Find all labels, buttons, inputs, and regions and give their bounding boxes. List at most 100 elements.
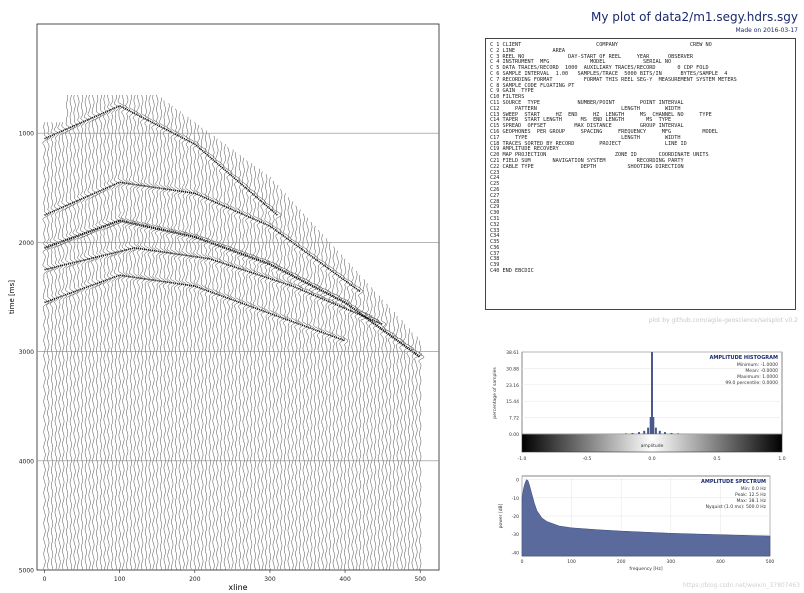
seismic-traces-layer xyxy=(42,94,425,571)
spectrum-stat: Peak: 12.5 Hz xyxy=(735,492,766,498)
seismic-trace xyxy=(260,171,268,570)
seismic-trace xyxy=(264,174,271,570)
x-tick-label: 400 xyxy=(339,576,351,583)
seismic-trace xyxy=(83,94,92,570)
x-axis-label: xline xyxy=(228,583,247,592)
seismic-trace xyxy=(279,189,287,570)
seismic-trace xyxy=(203,130,212,570)
seismic-trace xyxy=(117,94,125,570)
x-axis-label: amplitude xyxy=(641,443,664,449)
seismic-trace xyxy=(256,168,265,570)
seismic-trace xyxy=(399,320,406,570)
seismic-trace xyxy=(211,135,220,570)
seismic-trace xyxy=(418,340,425,571)
histogram-bar xyxy=(677,433,679,434)
histogram-bar xyxy=(647,427,650,434)
x-tick-label: 0.0 xyxy=(648,456,655,462)
watermark-text: https://blog.csdn.net/weixin_37807463 xyxy=(682,582,800,589)
x-tick-label: 300 xyxy=(264,576,276,583)
seismic-trace xyxy=(159,97,166,570)
seismic-trace xyxy=(271,180,280,569)
seismic-trace xyxy=(380,299,387,570)
seismic-trace xyxy=(173,108,182,570)
seismic-trace xyxy=(185,116,192,569)
spectrum-area xyxy=(521,479,771,557)
seismic-trace xyxy=(162,100,171,570)
seismic-trace xyxy=(373,291,380,570)
page-title: My plot of data2/m1.segy.hdrs.sgy xyxy=(591,10,798,24)
seismic-trace xyxy=(139,94,148,570)
seismic-trace xyxy=(410,332,418,570)
seismic-trace xyxy=(282,193,290,570)
y-tick-label: -10 xyxy=(512,496,519,502)
seismic-trace xyxy=(338,254,347,570)
y-tick-label: 38.61 xyxy=(506,350,519,356)
seismic-trace xyxy=(147,94,155,570)
spectrum-stat: Min: 0.0 Hz xyxy=(741,486,767,492)
seismic-trace xyxy=(335,250,342,570)
y-axis-label: power [dB] xyxy=(498,503,504,528)
histogram-stat: Mean: -0.0000 xyxy=(745,368,778,374)
seismic-trace xyxy=(42,122,49,570)
seismic-trace xyxy=(346,262,353,570)
histogram-bar xyxy=(631,432,634,434)
seismic-trace xyxy=(125,94,134,570)
seismic-trace xyxy=(102,94,111,570)
amplitude-colorbar xyxy=(521,433,783,453)
histogram-bar xyxy=(643,430,646,434)
histogram-bar xyxy=(654,427,657,434)
seismic-trace xyxy=(181,114,189,569)
histogram-bar xyxy=(638,432,640,434)
seismic-trace xyxy=(392,311,399,569)
x-axis-label: frequency [Hz] xyxy=(629,566,663,572)
histogram-bar xyxy=(664,432,666,434)
x-tick-label: 200 xyxy=(189,576,201,583)
y-tick-label: 2000 xyxy=(19,240,34,247)
seismic-trace xyxy=(57,122,66,570)
seismic-trace xyxy=(188,119,198,570)
x-tick-label: 200 xyxy=(617,559,626,565)
seismic-trace xyxy=(354,270,362,570)
y-axis-label: percentage of samples xyxy=(492,367,498,419)
seismic-trace xyxy=(79,94,88,570)
seismic-trace xyxy=(49,122,58,570)
seismic-trace xyxy=(87,94,95,570)
x-tick-label: 0 xyxy=(521,559,524,565)
histogram-bar xyxy=(658,430,661,434)
y-tick-label: 7.72 xyxy=(509,416,519,422)
seismic-trace xyxy=(377,295,384,570)
seismic-trace xyxy=(98,94,106,570)
seismic-trace xyxy=(289,201,299,570)
x-tick-label: -1.0 xyxy=(518,456,527,462)
seismic-trace xyxy=(360,279,373,569)
amplitude-histogram-chart: 0.00 7.72 15.44 23.16 30.88 38.61 -1.0 -0.5 0.0 0… xyxy=(492,350,786,462)
seismic-trace xyxy=(132,94,140,570)
seismic-trace xyxy=(316,230,324,570)
spectrum-stat: Nyquist (1.0 ms): 500.0 Hz xyxy=(706,504,767,510)
seismic-trace xyxy=(106,94,115,570)
seismic-trace xyxy=(53,122,62,570)
seismic-trace xyxy=(233,152,242,570)
ebcdic-header-panel: C 1 CLIENT COMPANY CREW NO C 2 LINE AREA… xyxy=(485,38,796,310)
x-tick-label: 300 xyxy=(667,559,676,565)
seismic-trace xyxy=(192,122,200,570)
reflector-event xyxy=(44,181,361,293)
seismic-trace xyxy=(121,94,129,570)
seismic-trace xyxy=(64,94,72,570)
seismic-trace xyxy=(91,94,99,570)
seismic-section-chart: 1000 2000 3000 4000 5000 0 100 200 300 400 500 xli… xyxy=(8,23,440,592)
seismic-trace xyxy=(72,94,79,570)
seismic-trace xyxy=(300,213,310,569)
plot-frame xyxy=(36,23,440,571)
y-axis-label: time [ms] xyxy=(8,280,16,314)
histogram-bar xyxy=(670,432,673,434)
seismic-trace xyxy=(311,225,320,570)
histogram-stat: 99.0 percentile: 0.0000 xyxy=(725,380,778,386)
seismic-trace xyxy=(170,105,177,570)
seismic-trace xyxy=(356,275,369,571)
seismic-trace xyxy=(384,303,392,570)
y-tick-label: 3000 xyxy=(19,349,34,356)
y-tick-label: -20 xyxy=(512,514,519,520)
spectrum-stat: Max: 38.1 Hz xyxy=(737,498,767,504)
seismic-trace xyxy=(196,124,203,570)
